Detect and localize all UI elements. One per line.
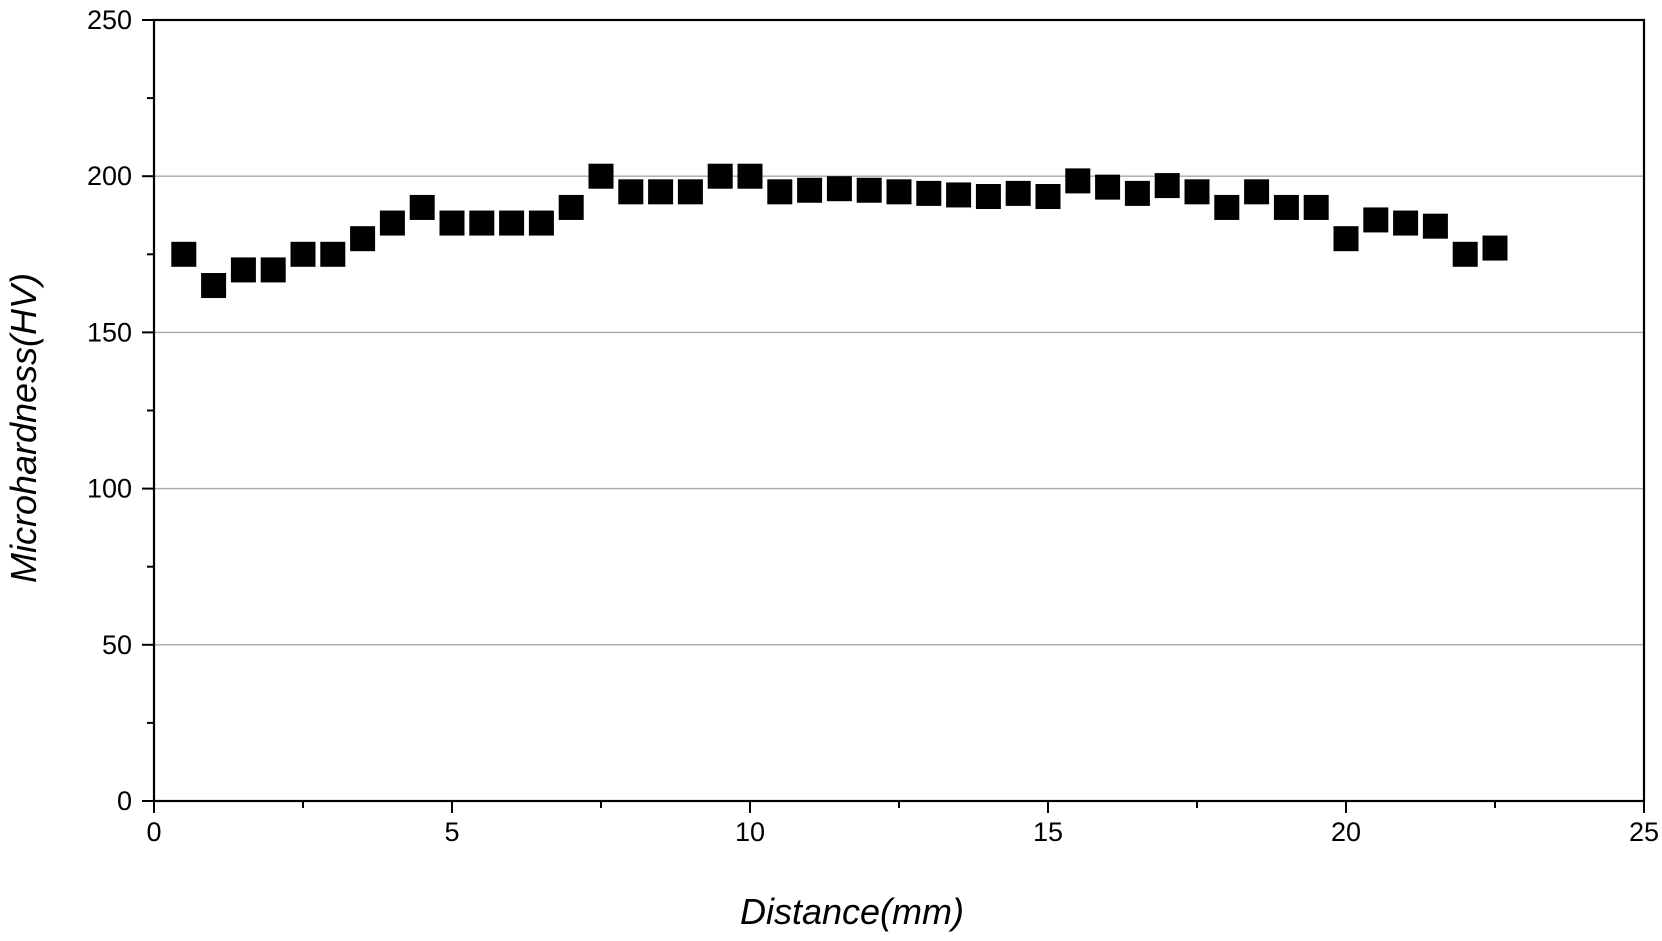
data-point <box>797 177 823 203</box>
data-point <box>1154 173 1180 199</box>
y-tick-label: 200 <box>87 161 132 191</box>
data-point <box>201 273 227 299</box>
data-point <box>230 257 256 283</box>
data-point <box>975 184 1001 210</box>
data-point <box>946 182 972 208</box>
data-point <box>916 180 942 206</box>
y-tick-label: 100 <box>87 474 132 504</box>
data-point <box>856 177 882 203</box>
data-point <box>1452 241 1478 267</box>
gridlines <box>154 175 1644 646</box>
x-tick-label: 25 <box>1629 817 1659 847</box>
data-point <box>379 210 405 236</box>
data-point <box>1184 179 1210 205</box>
data-point <box>648 179 674 205</box>
data-point <box>1422 213 1448 239</box>
data-point <box>677 179 703 205</box>
data-point <box>1214 194 1240 220</box>
data-point <box>1393 210 1419 236</box>
y-axis-title: Microhardness(HV) <box>3 273 44 583</box>
data-point <box>409 194 435 220</box>
x-tick-label: 20 <box>1331 817 1361 847</box>
data-point <box>528 210 554 236</box>
x-tick-label: 10 <box>735 817 765 847</box>
x-tick-label: 0 <box>146 817 161 847</box>
data-point <box>588 163 614 189</box>
y-tick-label: 250 <box>87 5 132 35</box>
data-point <box>320 241 346 267</box>
x-tick-label: 15 <box>1033 817 1063 847</box>
x-axis-title: Distance(mm) <box>740 891 964 932</box>
data-point <box>1482 235 1508 261</box>
data-point <box>707 163 733 189</box>
axes <box>142 18 1646 813</box>
data-point <box>1244 179 1270 205</box>
data-point <box>171 241 197 267</box>
data-point <box>1065 168 1091 194</box>
data-point <box>737 163 763 189</box>
y-tick-label: 150 <box>87 317 132 347</box>
y-tick-label: 50 <box>102 630 132 660</box>
data-point <box>499 210 525 236</box>
data-point <box>1005 180 1031 206</box>
y-tick-label: 0 <box>117 786 132 816</box>
data-point <box>826 176 852 202</box>
data-point <box>290 241 316 267</box>
plot-frame <box>152 18 1646 803</box>
x-tick-label: 5 <box>444 817 459 847</box>
data-point <box>558 194 584 220</box>
data-point <box>1303 194 1329 220</box>
data-point <box>469 210 495 236</box>
data-point <box>1124 180 1150 206</box>
data-point <box>439 210 465 236</box>
data-point <box>1095 174 1121 200</box>
data-points <box>171 163 1508 299</box>
data-point <box>260 257 286 283</box>
data-point <box>1363 207 1389 233</box>
data-point <box>886 179 912 205</box>
data-point <box>1035 184 1061 210</box>
data-point <box>618 179 644 205</box>
data-point <box>1273 194 1299 220</box>
data-point <box>1333 226 1359 252</box>
data-point <box>767 179 793 205</box>
data-point <box>350 226 376 252</box>
